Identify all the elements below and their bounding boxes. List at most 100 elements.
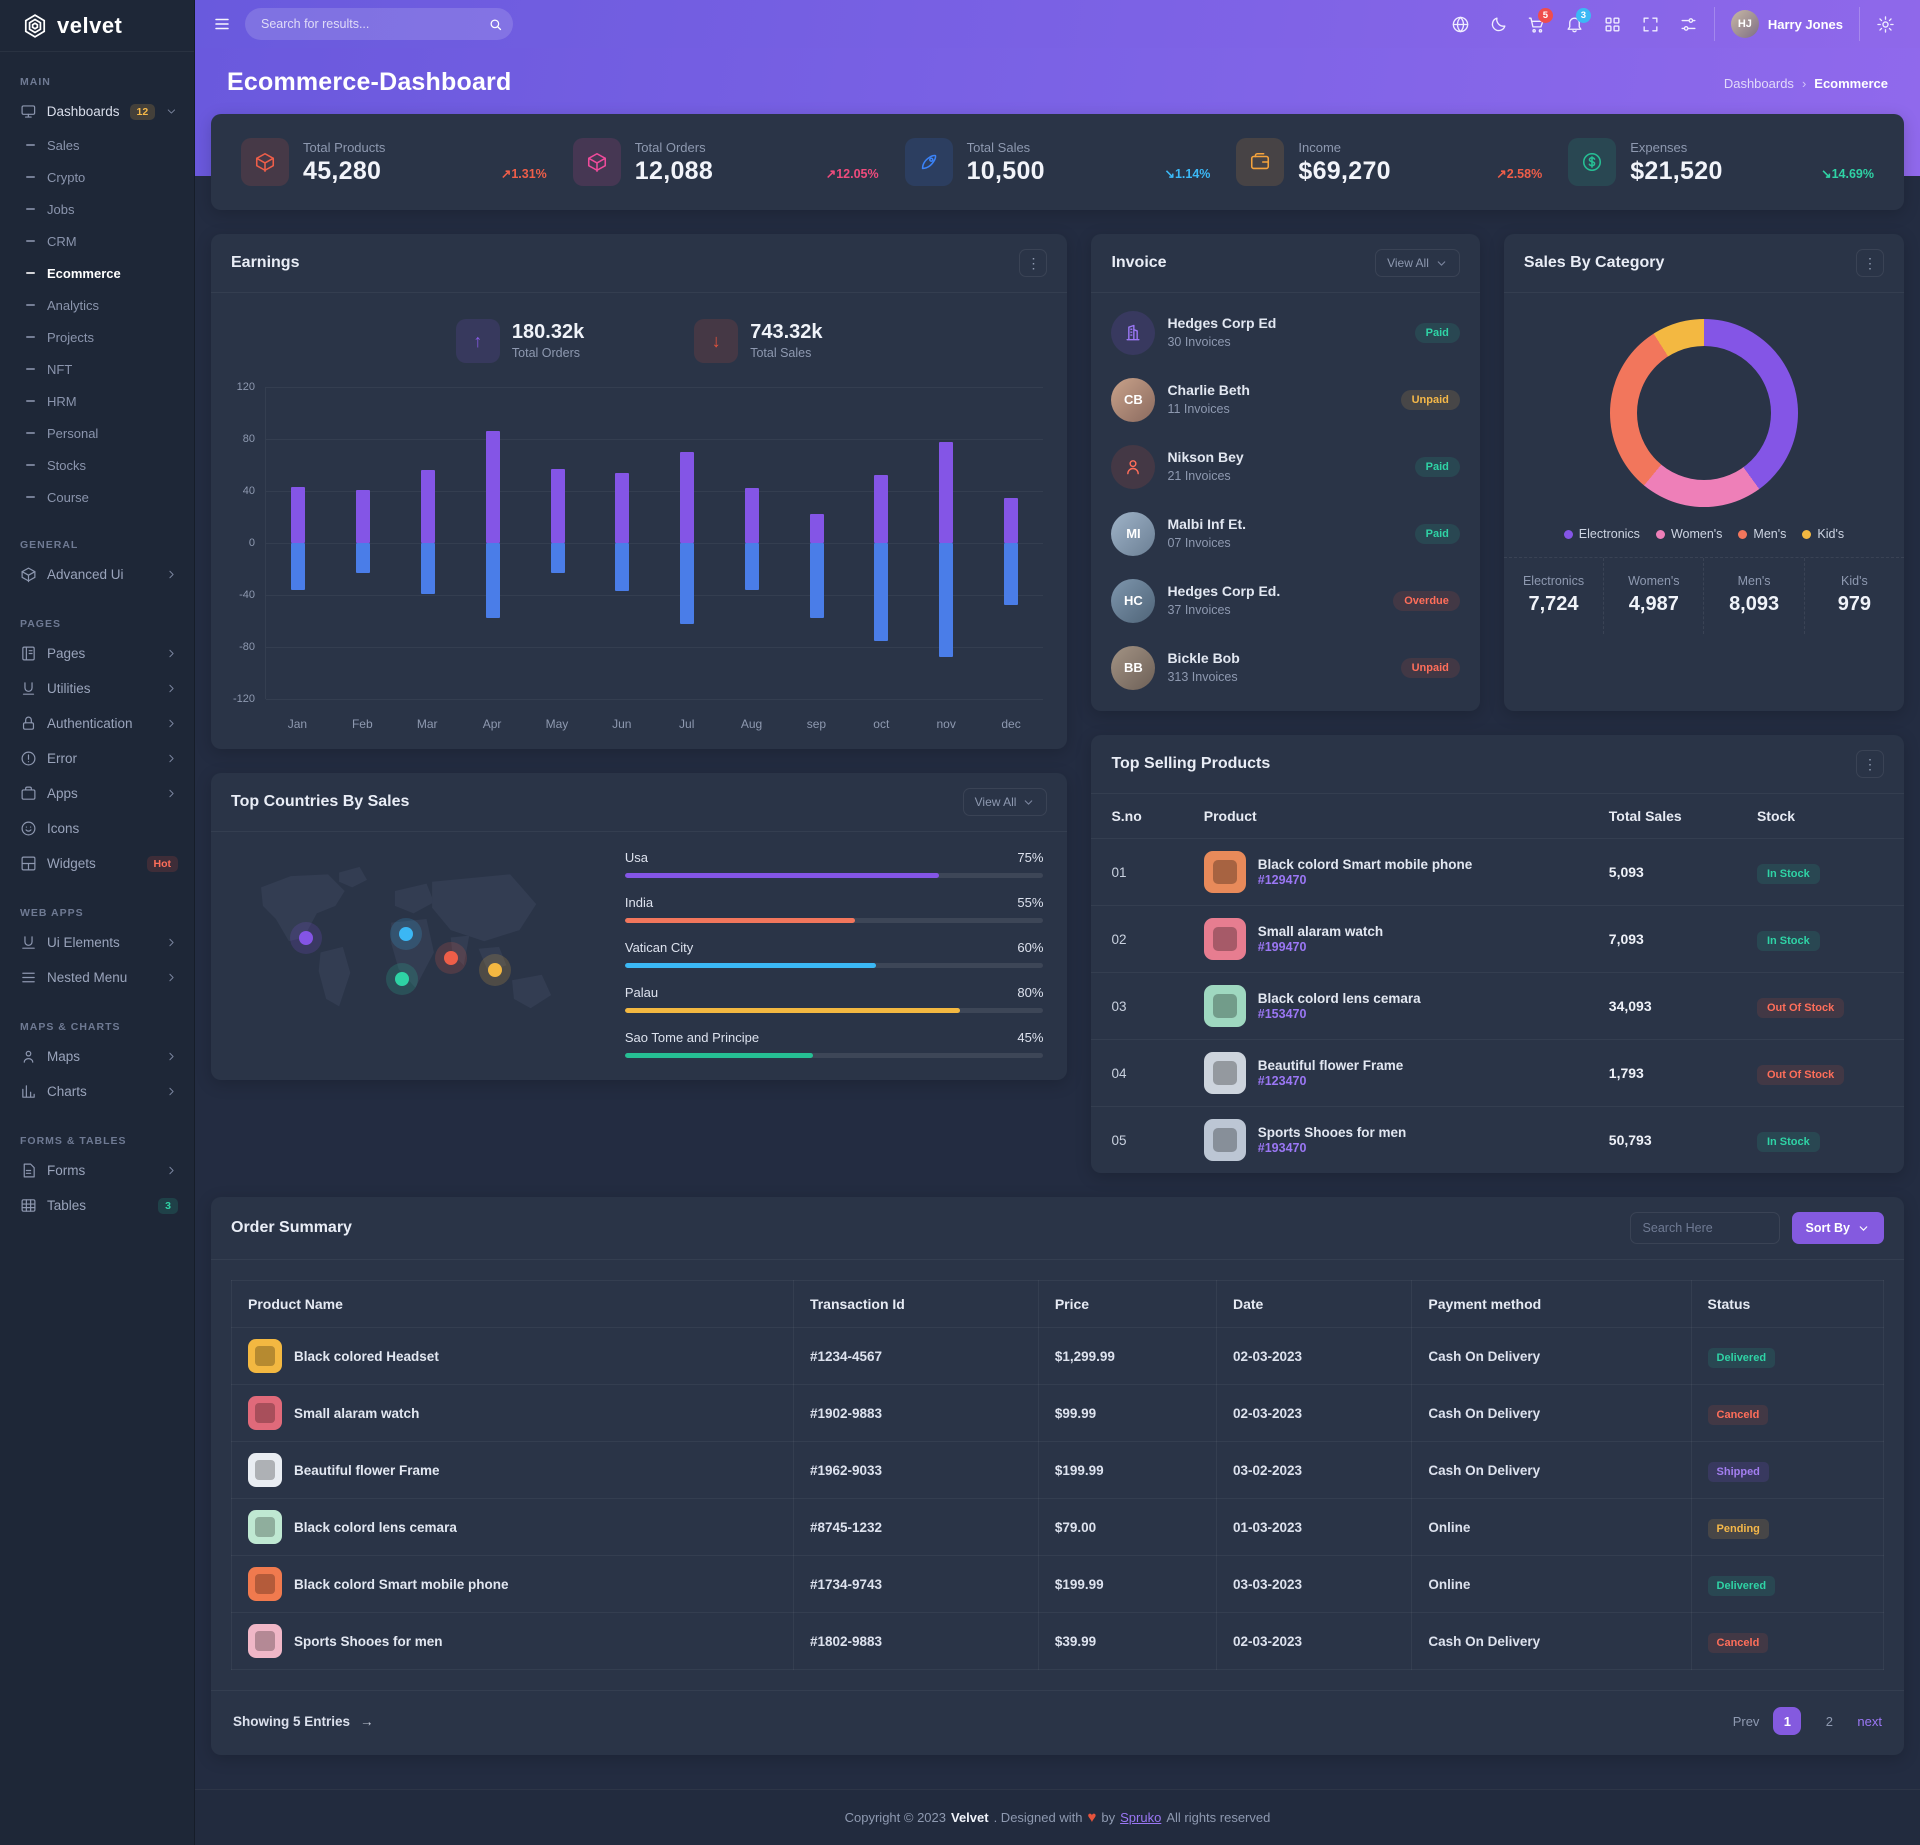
product-code[interactable]: #193470 [1257,1141,1307,1155]
sidebar-item-error[interactable]: Error [0,741,194,776]
product-code[interactable]: #129470 [1257,873,1307,887]
user-profile[interactable]: HJ Harry Jones [1713,7,1860,41]
earnings-more-options-icon[interactable]: ⋮ [1019,249,1048,277]
sidebar-subitem-hrm[interactable]: HRM [0,385,194,417]
bell-icon[interactable]: 3 [1558,7,1592,41]
sidebar-subitem-projects[interactable]: Projects [0,321,194,353]
invoice-row[interactable]: HC Hedges Corp Ed. 37 Invoices Overdue [1111,567,1460,634]
sidebar-subitem-jobs[interactable]: Jobs [0,193,194,225]
product-code[interactable]: #199470 [1257,940,1307,954]
sidebar-subitem-crm[interactable]: CRM [0,225,194,257]
moon-icon[interactable] [1482,7,1516,41]
sidebar-subitem-crypto[interactable]: Crypto [0,161,194,193]
bar-group-Jan[interactable] [266,387,331,699]
brand-logo[interactable]: velvet [0,0,194,52]
sidebar-item-forms[interactable]: Forms [0,1153,194,1188]
table-row[interactable]: Black colord Smart mobile phone #1734-974… [231,1555,1885,1613]
sidebar-subitem-stocks[interactable]: Stocks [0,449,194,481]
map-marker-icon[interactable] [289,921,322,954]
sidebar-item-tables[interactable]: Tables 3 [0,1188,194,1223]
table-row[interactable]: Beautiful flower Frame #1962-9033 $199.99 0… [231,1441,1885,1499]
global-search[interactable] [245,8,513,40]
sales-by-category-more-options-icon[interactable]: ⋮ [1856,249,1884,277]
brand-name: velvet [57,12,123,38]
sidebar-item-nested-menu[interactable]: Nested Menu [0,960,194,995]
product-code[interactable]: #123470 [1257,1074,1307,1088]
sidebar-item-authentication[interactable]: Authentication [0,706,194,741]
map-marker-icon[interactable] [390,917,423,950]
grid-icon[interactable] [1596,7,1630,41]
bar-group-sep[interactable] [784,387,849,699]
invoice-row[interactable]: Hedges Corp Ed 30 Invoices Paid [1111,299,1460,366]
invoice-row[interactable]: CB Charlie Beth 11 Invoices Unpaid [1111,366,1460,433]
sidebar-subitem-nft[interactable]: NFT [0,353,194,385]
search-input[interactable] [261,17,475,31]
sidebar-item-pages[interactable]: Pages [0,636,194,671]
bar-group-Jun[interactable] [590,387,655,699]
pagination-prev[interactable]: Prev [1732,1713,1760,1729]
top-selling-more-options-icon[interactable]: ⋮ [1856,750,1884,778]
sidebar-subitem-personal[interactable]: Personal [0,417,194,449]
sidebar-item-apps[interactable]: Apps [0,776,194,811]
sidebar-item-ui-elements[interactable]: Ui Elements [0,925,194,960]
table-row[interactable]: 04 Beautiful flower Frame #123470 1,793 Out … [1091,1039,1904,1107]
spruko-link[interactable]: Spruko [1120,1810,1162,1825]
sidebar-item-maps[interactable]: Maps [0,1039,194,1074]
settings-gear-icon[interactable] [1868,7,1902,41]
table-row[interactable]: Black colord lens cemara #8745-1232 $79.00… [231,1498,1885,1556]
invoice-view-all-button[interactable]: View All [1375,249,1460,277]
globe-icon[interactable] [1444,7,1478,41]
sidebar-item-charts[interactable]: Charts [0,1074,194,1109]
top-countries-view-all-button[interactable]: View All [962,788,1048,816]
bar-group-Mar[interactable] [396,387,461,699]
map-marker-icon[interactable] [386,962,419,995]
table-row[interactable]: 03 Black colord lens cemara #153470 34,093 O… [1091,972,1904,1040]
sidebar-item-widgets[interactable]: Widgets Hot [0,846,194,881]
table-row[interactable]: Small alaram watch #1902-9883 $99.99 02-03-… [231,1384,1885,1442]
map-marker-icon[interactable] [479,954,512,987]
product-code[interactable]: #153470 [1257,1007,1307,1021]
cart-icon[interactable]: 5 [1520,7,1554,41]
order-search-input[interactable] [1629,1212,1780,1244]
sidebar-subitem-sales[interactable]: Sales [0,129,194,161]
sidebar-item-icons[interactable]: Icons [0,811,194,846]
table-row[interactable]: Sports Shooes for men #1802-9883 $39.99 02-… [231,1612,1885,1670]
invoice-row[interactable]: Nikson Bey 21 Invoices Paid [1111,433,1460,500]
expand-icon[interactable] [1634,7,1668,41]
bar-group-May[interactable] [525,387,590,699]
sidebar-item-label: Nested Menu [47,970,128,985]
pagination-next[interactable]: next [1857,1713,1882,1729]
bar-group-nov[interactable] [914,387,979,699]
bell-badge: 3 [1575,8,1591,23]
invoice-status-badge: Overdue [1393,590,1460,611]
table-row[interactable]: Black colored Headset #1234-4567 $1,299.99… [231,1327,1885,1385]
table-row[interactable]: 01 Black colord Smart mobile phone #129470… [1091,838,1904,906]
hamburger-menu-icon[interactable] [213,15,231,33]
sidebar-item-dashboards[interactable]: Dashboards 12 [0,94,194,129]
invoice-count: 30 Invoices [1167,334,1231,349]
invoice-row[interactable]: BB Bickle Bob 313 Invoices Unpaid [1111,634,1460,701]
map-marker-icon[interactable] [434,942,467,975]
search-icon[interactable] [483,12,507,36]
sort-by-button[interactable]: Sort By [1791,1212,1884,1244]
bar-group-Feb[interactable] [331,387,396,699]
sidebar-item-utilities[interactable]: Utilities [0,671,194,706]
pagination-page-2[interactable]: 2 [1825,1713,1834,1729]
sidebar-subitem-course[interactable]: Course [0,481,194,513]
column-header: Stock [1736,794,1904,839]
bar-group-Apr[interactable] [460,387,525,699]
table-row[interactable]: 05 Sports Shooes for men #193470 50,793 In S… [1091,1107,1904,1174]
bar-group-Aug[interactable] [719,387,784,699]
sidebar-item-advanced-ui[interactable]: Advanced Ui [0,557,194,592]
bar-group-oct[interactable] [849,387,914,699]
pagination-page-1[interactable]: 1 [1773,1707,1802,1735]
breadcrumb-parent[interactable]: Dashboards [1723,76,1794,91]
sidebar-subitem-analytics[interactable]: Analytics [0,289,194,321]
sidebar-subitem-ecommerce[interactable]: Ecommerce [0,257,194,289]
bar-group-Jul[interactable] [655,387,720,699]
invoice-row[interactable]: MI Malbi Inf Et. 07 Invoices Paid [1111,500,1460,567]
product-name: Black colord Smart mobile phone [1257,857,1473,872]
bar-group-dec[interactable] [979,387,1044,699]
sliders-icon[interactable] [1672,7,1706,41]
table-row[interactable]: 02 Small alaram watch #199470 7,093 In Stock [1091,905,1904,973]
